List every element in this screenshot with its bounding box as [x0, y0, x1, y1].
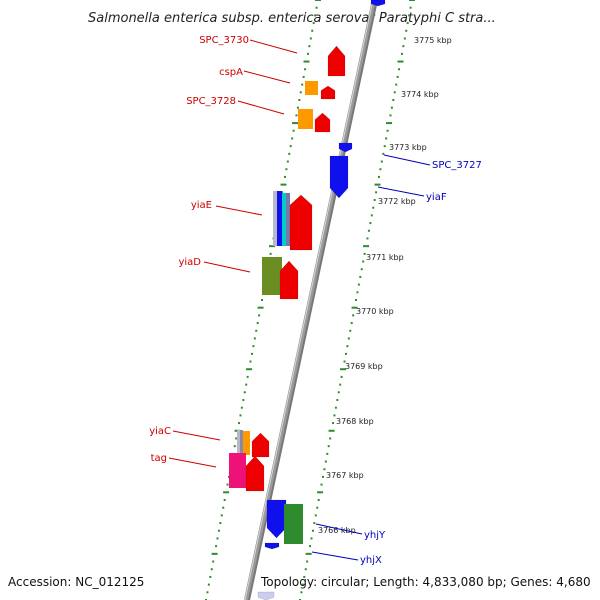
gene-feature-yiad	[279, 260, 299, 300]
genome-title: Salmonella enterica subsp. enterica sero…	[88, 11, 496, 26]
gene-label-spc3728: SPC_3728	[186, 96, 236, 107]
gene-feature-grey-2	[237, 430, 240, 454]
gene-feature-yiac	[251, 432, 270, 458]
gene-feature-grey-3	[240, 430, 243, 454]
gene-label-yhjy: yhjY	[364, 530, 386, 541]
leader-spc3730	[249, 39, 298, 54]
gene-features	[229, 0, 386, 600]
kbp-tick-labels: 3775 kbp 3774 kbp 3773 kbp 3772 kbp 3771…	[318, 36, 452, 535]
kbp-label-3767: 3767 kbp	[326, 471, 364, 480]
gene-feature-olive-1	[262, 257, 282, 295]
gene-feature-green-1	[284, 504, 303, 544]
gene-feature-tag	[229, 453, 246, 488]
gene-feature-spc3727	[338, 142, 353, 153]
gene-feature-top-blue	[370, 0, 386, 7]
gene-feature-bottom	[257, 591, 275, 600]
gene-feature-red-tag	[245, 455, 265, 492]
accession-text: Accession: NC_012125	[8, 575, 144, 589]
label-leader-lines	[168, 39, 431, 561]
kbp-label-3768: 3768 kbp	[336, 417, 374, 426]
leader-yhjx	[311, 551, 359, 561]
kbp-label-3773: 3773 kbp	[389, 143, 427, 152]
leader-yiaf	[377, 186, 425, 197]
gene-labels-left: SPC_3730 cspA SPC_3728 yiaE yiaD yiaC ta…	[149, 35, 249, 464]
kbp-label-3772: 3772 kbp	[378, 197, 416, 206]
gene-feature-yhjy	[266, 499, 287, 539]
leader-yiae	[215, 205, 263, 216]
gene-label-yiac: yiaC	[149, 426, 171, 437]
gene-feature-yhjx	[264, 542, 280, 550]
gene-feature-spc3728	[314, 112, 331, 133]
gene-feature-yiaf	[329, 155, 349, 199]
kbp-label-3769: 3769 kbp	[345, 362, 383, 371]
kbp-label-3766: 3766 kbp	[318, 526, 356, 535]
kbp-label-3771: 3771 kbp	[366, 253, 404, 262]
gene-label-spc3727: SPC_3727	[432, 160, 482, 171]
gene-label-tag: tag	[151, 453, 167, 464]
gene-label-cspa: cspA	[219, 67, 243, 78]
gene-feature-cspa	[320, 85, 336, 100]
topology-text: Topology: circular; Length: 4,833,080 bp…	[260, 575, 591, 589]
gene-feature-purple-1	[286, 193, 290, 246]
gene-feature-blue-1	[277, 191, 282, 246]
kbp-label-3770: 3770 kbp	[356, 307, 394, 316]
backbone-highlight	[244, 0, 374, 600]
leader-tag	[168, 457, 217, 468]
gene-feature-cyan-1	[282, 193, 286, 246]
gene-feature-orange-3	[243, 431, 250, 455]
gene-label-yiaf: yiaF	[426, 192, 447, 203]
gene-label-spc3730: SPC_3730	[199, 35, 249, 46]
leader-spc3727	[383, 154, 431, 166]
gene-feature-orange-2	[298, 109, 313, 129]
kbp-label-3774: 3774 kbp	[401, 90, 439, 99]
leader-yiac	[172, 430, 221, 441]
leader-cspa	[243, 70, 291, 84]
gene-label-yhjx: yhjX	[360, 555, 382, 566]
kbp-label-3775: 3775 kbp	[414, 36, 452, 45]
gene-feature-grey-1	[273, 191, 277, 246]
gene-labels-right: SPC_3727 yiaF yhjY yhjX	[360, 160, 482, 566]
gene-feature-spc3730	[327, 45, 346, 77]
leader-yiad	[203, 261, 251, 273]
leader-yhjy	[315, 523, 363, 535]
leader-spc3728	[237, 100, 285, 115]
gene-feature-yiae	[289, 194, 313, 251]
gene-label-yiae: yiaE	[191, 200, 212, 211]
gene-label-yiad: yiaD	[178, 257, 201, 268]
tick-rails	[205, 0, 415, 600]
gene-feature-orange-1	[305, 81, 318, 95]
